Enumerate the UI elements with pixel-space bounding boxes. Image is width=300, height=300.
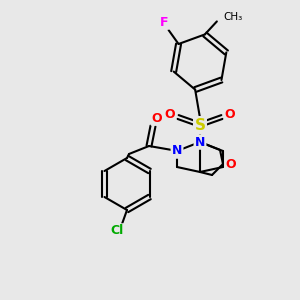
Text: N: N [195, 136, 205, 148]
Text: N: N [172, 145, 182, 158]
Text: F: F [160, 16, 169, 28]
Text: O: O [165, 109, 175, 122]
Text: O: O [152, 112, 162, 124]
Text: S: S [194, 118, 206, 133]
Text: O: O [226, 158, 236, 170]
Text: Cl: Cl [110, 224, 124, 238]
Text: O: O [225, 109, 235, 122]
Text: CH₃: CH₃ [224, 12, 243, 22]
